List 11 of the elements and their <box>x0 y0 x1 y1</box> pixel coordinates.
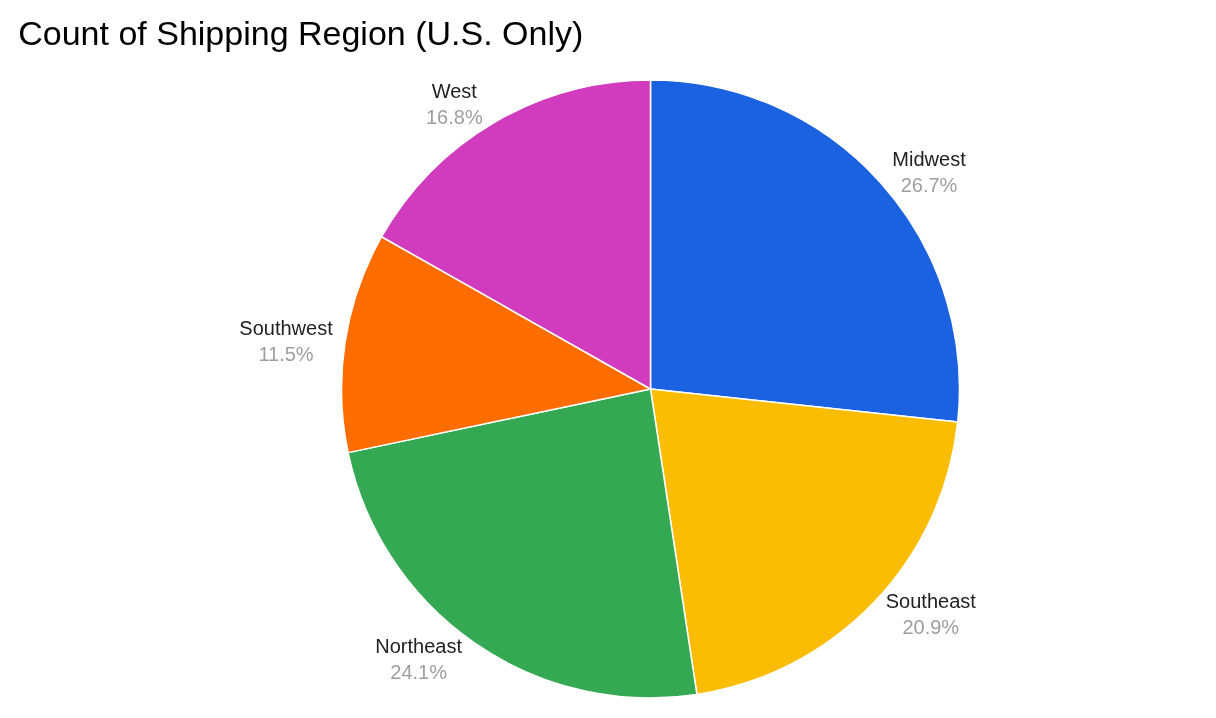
data-label: 20.9% <box>902 616 960 639</box>
data-label: 11.5% <box>258 343 314 366</box>
slice-label: Northeast <box>375 635 463 658</box>
data-label: 26.7% <box>900 173 958 196</box>
slice-label: Southeast <box>885 590 977 613</box>
slice-label: West <box>431 80 478 103</box>
data-label: 24.1% <box>390 661 448 684</box>
chart-title: Count of Shipping Region (U.S. Only) <box>18 14 584 53</box>
data-label: 16.8% <box>425 106 483 129</box>
slice-label: Southwest <box>239 317 334 340</box>
slice-label: Midwest <box>892 147 967 170</box>
